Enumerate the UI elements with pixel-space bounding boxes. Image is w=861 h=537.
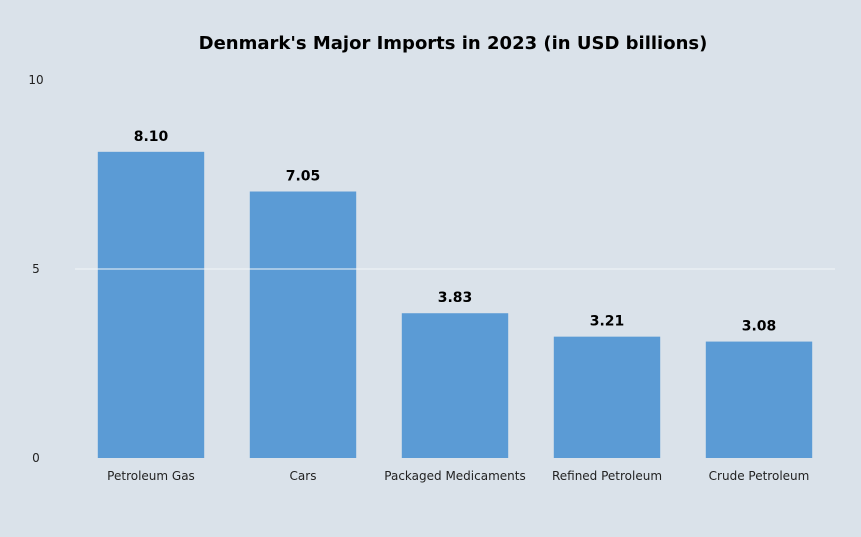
category-label: Petroleum Gas xyxy=(107,469,195,483)
bar-value-label: 7.05 xyxy=(286,169,321,185)
y-tick-label: 10 xyxy=(28,73,43,87)
bar xyxy=(249,191,357,458)
bar-value-label: 3.21 xyxy=(590,314,625,330)
y-tick-label: 5 xyxy=(32,262,40,276)
y-axis: 0 5 10 xyxy=(28,73,43,465)
category-label: Cars xyxy=(290,469,317,483)
bar xyxy=(401,313,509,458)
bar-value-label: 3.08 xyxy=(742,319,777,335)
bar xyxy=(553,336,661,458)
category-label: Packaged Medicaments xyxy=(384,469,525,483)
bars xyxy=(97,151,813,458)
value-labels: 8.10 7.05 3.83 3.21 3.08 xyxy=(134,129,777,335)
y-tick-label: 0 xyxy=(32,451,40,465)
x-axis: Petroleum Gas Cars Packaged Medicaments Ref… xyxy=(107,469,809,483)
bar-value-label: 3.83 xyxy=(438,290,473,306)
bar xyxy=(97,151,205,458)
category-label: Crude Petroleum xyxy=(709,469,810,483)
bar-value-label: 8.10 xyxy=(134,129,169,145)
chart-title: Denmark's Major Imports in 2023 (in USD … xyxy=(199,33,708,54)
bar xyxy=(705,341,813,458)
category-label: Refined Petroleum xyxy=(552,469,662,483)
